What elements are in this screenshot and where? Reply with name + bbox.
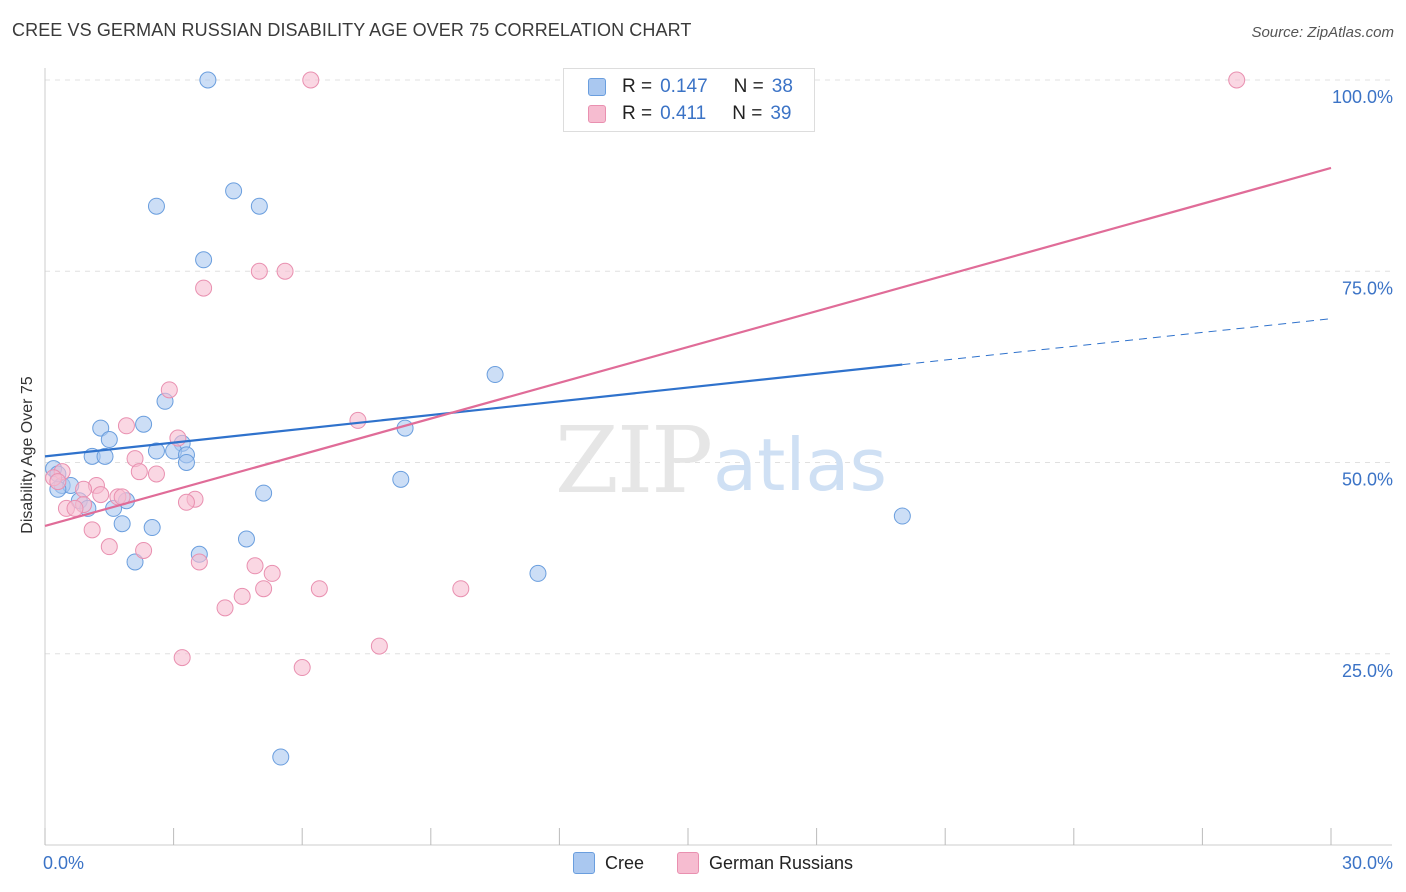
german-russians-point-0 [302,71,320,89]
cree-point-16 [96,447,114,465]
german-russians-r-label: R = [622,103,653,124]
german-russians-point-1 [1228,71,1246,89]
cree-point-3 [147,197,165,215]
cree-point-11 [100,431,118,449]
x-tick-label-min: 0.0% [43,853,84,873]
cree-point-21 [392,470,410,488]
series-legend: Cree German Russians [0,852,1406,876]
correlation-legend: R = 0.147 N = 38 R = 0.411 N = 39 [563,68,815,132]
cree-point-2 [225,182,243,200]
watermark: ZIP atlas [555,407,887,514]
cree-trend-extension [902,318,1332,366]
legend-item-german-russians[interactable]: German Russians [677,852,853,874]
german-russians-point-34 [233,587,251,605]
german-russians-legend-swatch [677,852,699,874]
cree-point-13 [147,442,165,460]
data-points [45,71,1246,766]
german-russians-r-value: 0.411 [660,103,707,124]
cree-r-value: 0.147 [660,76,708,97]
legend-row-german-russians: R = 0.411 N = 39 [588,102,792,126]
german-russians-trend-line [44,166,1332,528]
german-russians-n-value: 39 [770,103,792,124]
german-russians-point-28 [190,553,208,571]
cree-trend-line [44,363,903,458]
german-russians-point-14 [49,473,67,491]
german-russians-point-31 [255,580,273,598]
watermark-atlas: atlas [713,423,887,507]
cree-legend-label: Cree [605,852,645,873]
y-tick-label-100: 100.0% [1332,87,1393,107]
cree-point-4 [250,197,268,215]
trend-lines [44,166,1332,528]
cree-r-label: R = [622,76,653,97]
y-tick-label-50: 50.0% [1342,470,1393,490]
german-russians-point-21 [177,493,195,511]
watermark-zip: ZIP [555,407,711,514]
cree-point-0 [199,71,217,89]
source-label: Source: ZipAtlas.com [1251,24,1394,41]
cree-point-32 [143,519,161,537]
y-tick-label-75: 75.0% [1342,278,1393,298]
german-russians-swatch [588,105,606,123]
cree-n-label: N = [733,76,764,97]
german-russians-point-5 [160,381,178,399]
german-russians-point-2 [250,262,268,280]
german-russians-point-26 [100,538,118,556]
cree-point-8 [135,415,153,433]
german-russians-point-3 [276,262,294,280]
cree-point-35 [126,553,144,571]
german-russians-point-27 [135,541,153,559]
german-russians-point-35 [216,599,234,617]
german-russians-point-29 [246,557,264,575]
german-russians-point-6 [349,411,367,429]
german-russians-point-38 [293,659,311,677]
german-russians-point-12 [147,465,165,483]
cree-point-9 [92,419,110,437]
x-tick-label-max: 30.0% [1342,853,1393,873]
german-russians-point-37 [173,649,191,667]
german-russians-point-33 [452,580,470,598]
cree-point-37 [272,748,290,766]
y-tick-label-25: 25.0% [1342,661,1393,681]
chart-title: CREE VS GERMAN RUSSIAN DISABILITY AGE OV… [12,20,692,40]
german-russians-point-24 [66,499,84,517]
y-axis-label: Disability Age Over 75 [19,376,36,534]
cree-point-36 [529,564,547,582]
legend-item-cree[interactable]: Cree [573,852,644,874]
legend-row-cree: R = 0.147 N = 38 [588,75,793,99]
german-russians-point-11 [130,463,148,481]
german-russians-point-17 [92,486,110,504]
german-russians-point-4 [195,279,213,297]
german-russians-point-30 [263,564,281,582]
axes [44,68,1392,846]
cree-point-33 [237,530,255,548]
cree-legend-swatch [573,852,595,874]
german-russians-n-label: N = [732,103,763,124]
german-russians-point-16 [75,480,93,498]
german-russians-point-25 [83,521,101,539]
german-russians-point-7 [117,417,135,435]
german-russians-point-32 [310,580,328,598]
cree-n-value: 38 [771,76,793,97]
cree-point-6 [486,366,504,384]
german-russians-legend-label: German Russians [709,852,854,873]
german-russians-point-36 [370,637,388,655]
cree-point-30 [893,507,911,525]
cree-point-5 [195,251,213,269]
cree-point-18 [177,454,195,471]
cree-point-31 [113,515,131,533]
cree-swatch [588,78,606,96]
cree-point-25 [255,484,273,502]
tick-labels: 25.0% 50.0% 75.0% 100.0% 0.0% 30.0% [43,87,1393,873]
